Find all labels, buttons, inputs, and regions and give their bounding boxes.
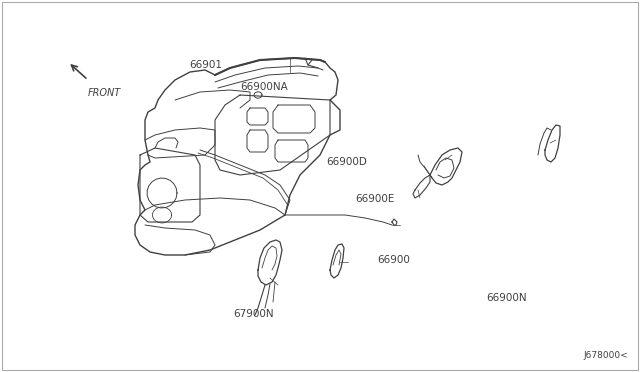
Text: FRONT: FRONT bbox=[88, 88, 121, 98]
Text: 66900E: 66900E bbox=[355, 194, 395, 204]
Text: 66900: 66900 bbox=[378, 256, 410, 265]
Text: 66900D: 66900D bbox=[326, 157, 367, 167]
Text: 66900N: 66900N bbox=[486, 293, 527, 302]
Text: 66901: 66901 bbox=[189, 60, 222, 70]
Text: 66900NA: 66900NA bbox=[240, 83, 288, 92]
Text: 67900N: 67900N bbox=[234, 310, 274, 319]
Text: J678000<: J678000< bbox=[583, 351, 628, 360]
